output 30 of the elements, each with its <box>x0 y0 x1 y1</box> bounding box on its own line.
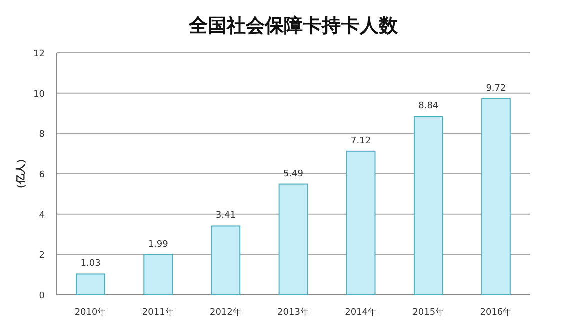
y-axis-title: （亿人） <box>15 154 27 194</box>
data-label: 5.49 <box>283 169 304 180</box>
bar <box>414 116 444 296</box>
data-label: 8.84 <box>418 102 439 112</box>
x-tick-label: 2013年 <box>278 307 310 318</box>
y-tick-label: 12 <box>34 50 45 60</box>
bar <box>144 254 174 296</box>
y-tick-label: 10 <box>34 90 46 100</box>
data-label: 7.12 <box>351 136 372 146</box>
data-label: 9.72 <box>486 84 506 94</box>
data-label: 1.99 <box>148 240 169 250</box>
y-tick-label: 6 <box>39 170 46 180</box>
bar <box>482 98 511 296</box>
bar <box>211 226 241 296</box>
x-tick-label: 2016年 <box>480 307 512 318</box>
x-tick-label: 2012年 <box>210 307 242 318</box>
chart-title: 全国社会保障卡持卡人数 <box>188 15 399 37</box>
x-tick-label: 2014年 <box>345 307 378 318</box>
y-tick-label: 4 <box>39 210 46 221</box>
data-label: 3.41 <box>216 211 236 222</box>
y-tick-label: 2 <box>39 251 45 262</box>
data-label: 1.03 <box>80 259 101 270</box>
x-tick-label: 2010年 <box>74 307 107 318</box>
bar <box>278 184 308 296</box>
x-tick-label: 2015年 <box>412 307 445 318</box>
y-tick-label: 0 <box>39 292 46 302</box>
bar <box>346 150 376 296</box>
bar <box>76 274 106 296</box>
x-tick-label: 2011年 <box>142 307 174 318</box>
y-tick-label: 8 <box>39 130 46 140</box>
